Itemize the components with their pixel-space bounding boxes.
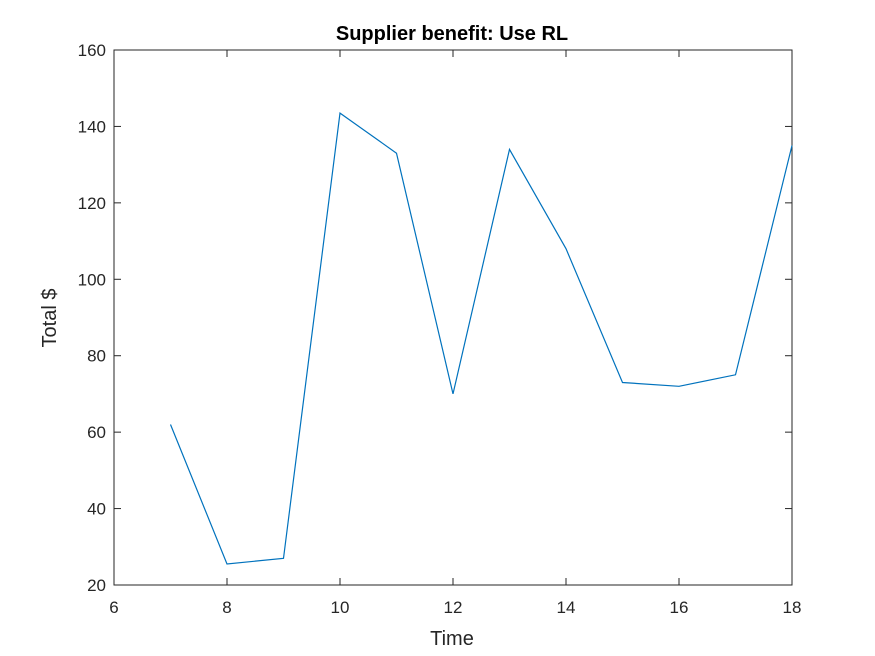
- x-tick-label: 10: [331, 598, 350, 617]
- chart-title: Supplier benefit: Use RL: [336, 23, 568, 45]
- x-tick-label: 14: [557, 598, 576, 617]
- x-tick-label: 16: [670, 598, 689, 617]
- x-tick-label: 18: [783, 598, 802, 617]
- plot-area: 6 8 10 12 14 16 18 20 40 60 80 100 120 140 160: [78, 41, 802, 617]
- y-tick-label: 40: [87, 500, 106, 519]
- y-tick-label: 100: [78, 270, 106, 289]
- y-axis-label: Total $: [39, 289, 61, 348]
- y-tick-label: 160: [78, 41, 106, 60]
- y-tick-label: 140: [78, 117, 106, 136]
- y-tick-label: 20: [87, 576, 106, 595]
- data-line: [169, 112, 793, 565]
- x-tick-label: 6: [109, 598, 118, 617]
- x-axis-label: Time: [430, 628, 474, 650]
- y-tick-label: 80: [87, 347, 106, 366]
- y-tick-label: 120: [78, 194, 106, 213]
- x-tick-label: 8: [222, 598, 231, 617]
- y-tick-label: 60: [87, 423, 106, 442]
- x-tick-label: 12: [444, 598, 463, 617]
